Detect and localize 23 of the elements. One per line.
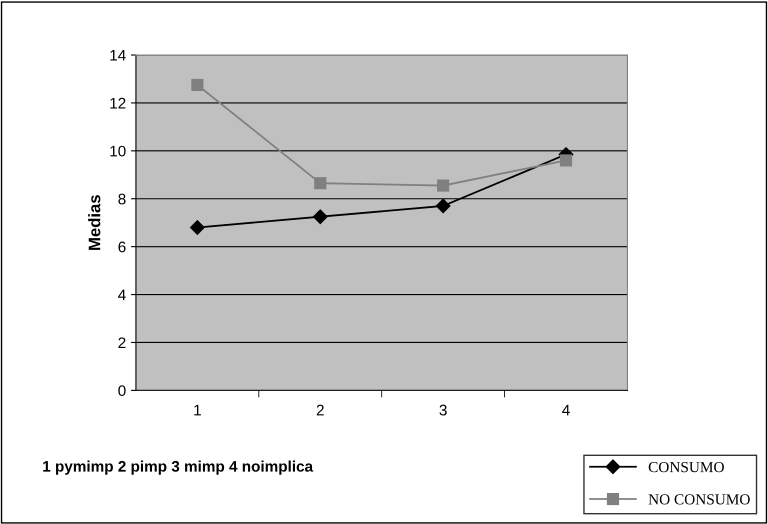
y-tick-label: 8 bbox=[118, 194, 126, 204]
x-tick-label: 4 bbox=[562, 404, 570, 416]
point bbox=[437, 179, 450, 192]
x-tick-label: 3 bbox=[439, 404, 447, 416]
y-tick-label: 14 bbox=[110, 50, 126, 61]
legend-label: CONSUMO bbox=[648, 462, 724, 472]
point bbox=[436, 198, 451, 214]
y-tick-label: 2 bbox=[118, 337, 126, 348]
x-tick-label: 1 bbox=[194, 404, 201, 416]
x-tick-label: 2 bbox=[316, 404, 324, 416]
point bbox=[191, 78, 204, 92]
point bbox=[190, 220, 205, 235]
point bbox=[312, 209, 328, 224]
x-axis-title: 1 pymimp 2 pimp 3 mimp 4 noimplica bbox=[43, 460, 314, 475]
y-tick-label: 0 bbox=[118, 385, 126, 396]
y-axis-title: Medias bbox=[88, 195, 100, 250]
y-tick-label: 12 bbox=[110, 98, 126, 108]
y-tick-label: 4 bbox=[118, 290, 126, 300]
point bbox=[560, 154, 572, 166]
y-tick-label: 6 bbox=[118, 242, 126, 252]
y-tick-label: 10 bbox=[110, 146, 126, 157]
point bbox=[314, 177, 326, 190]
legend-label: NO CONSUMO bbox=[648, 494, 750, 505]
